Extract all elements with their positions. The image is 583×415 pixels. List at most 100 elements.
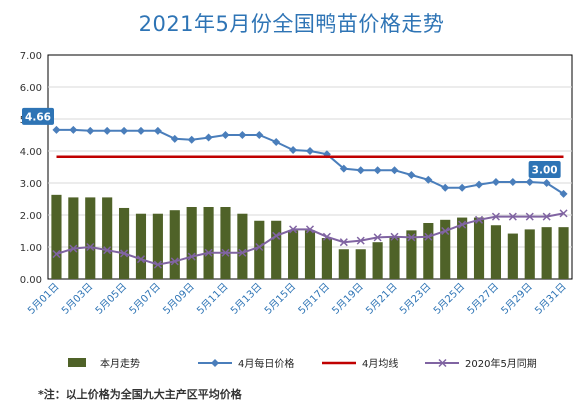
bar <box>304 230 316 279</box>
bar <box>118 207 130 279</box>
data-point <box>491 178 500 187</box>
data-point <box>221 131 230 139</box>
y-tick-label: 4.00 <box>20 147 42 158</box>
bar <box>507 233 518 279</box>
data-point <box>356 166 365 175</box>
data-point <box>69 125 78 134</box>
bar <box>440 219 451 279</box>
y-tick-label: 2.00 <box>20 211 42 222</box>
data-point <box>255 131 264 139</box>
bar <box>152 213 163 279</box>
data-point <box>339 238 348 247</box>
data-point <box>103 246 112 255</box>
bar <box>203 207 214 279</box>
data-point <box>475 180 484 189</box>
x-tick-label: 5月21日 <box>364 281 400 317</box>
bar <box>524 229 535 279</box>
y-tick-label: 7.00 <box>20 51 42 62</box>
data-point <box>306 147 314 155</box>
x-tick-label: 5月07日 <box>127 281 163 317</box>
x-tick-label: 5月29日 <box>499 281 535 317</box>
data-point <box>204 248 213 257</box>
bar <box>186 207 197 279</box>
data-point <box>458 220 467 229</box>
bar <box>355 249 366 279</box>
data-point <box>255 242 264 252</box>
data-point <box>559 189 568 198</box>
data-point <box>289 146 298 155</box>
bar <box>237 213 248 279</box>
data-point <box>407 171 416 179</box>
data-point <box>272 138 281 147</box>
data-point <box>187 135 196 144</box>
y-tick-label: 6.00 <box>20 83 42 94</box>
data-point <box>542 179 551 187</box>
data-point <box>69 244 78 253</box>
data-point <box>204 133 213 142</box>
data-point <box>86 126 95 135</box>
bar <box>473 217 485 279</box>
data-point <box>187 252 196 261</box>
data-point <box>356 236 365 245</box>
data-point <box>508 178 517 187</box>
x-tick-label: 5月17日 <box>296 281 332 317</box>
data-point <box>339 164 348 173</box>
x-tick-label: 5月27日 <box>465 281 501 317</box>
bar <box>423 223 434 279</box>
data-point <box>390 232 399 241</box>
x-tick-label: 5月03日 <box>59 281 95 317</box>
data-point <box>525 178 534 187</box>
legend-marker <box>211 359 219 367</box>
bar <box>271 220 282 279</box>
data-point <box>153 126 162 135</box>
data-point <box>458 183 467 192</box>
data-point <box>305 225 315 234</box>
value-callout-label: 4.66 <box>25 111 51 123</box>
bar <box>321 238 332 279</box>
x-tick-label: 5月05日 <box>93 281 129 317</box>
data-point <box>221 248 230 257</box>
bar <box>220 207 231 279</box>
bar <box>338 249 349 279</box>
data-point <box>289 225 298 234</box>
y-tick-label: 1.00 <box>20 243 42 254</box>
legend-label: 4月均线 <box>362 357 398 370</box>
data-point <box>103 126 112 135</box>
bar <box>254 220 265 279</box>
value-callout <box>528 161 561 178</box>
y-tick-label: 0.00 <box>20 275 42 286</box>
x-tick-label: 5月19日 <box>330 281 366 317</box>
x-tick-label: 5月13日 <box>228 281 264 317</box>
bar <box>135 213 147 279</box>
x-tick-label: 5月11日 <box>194 281 230 317</box>
bar <box>288 230 299 279</box>
data-point <box>491 212 500 221</box>
bar <box>102 197 113 279</box>
chart-title: 2021年5月份全国鸭苗价格走势 <box>138 12 445 36</box>
data-point <box>542 212 551 221</box>
x-tick-label: 5月09日 <box>161 281 197 317</box>
bar <box>541 227 552 279</box>
x-tick-label: 5月23日 <box>397 281 433 317</box>
data-point <box>238 131 247 139</box>
data-point <box>373 166 382 175</box>
data-point <box>390 166 399 175</box>
bar <box>372 242 383 279</box>
data-point <box>424 232 433 241</box>
data-point <box>322 232 331 241</box>
legend-swatch <box>68 358 86 367</box>
data-point <box>136 126 145 135</box>
bar <box>457 217 468 279</box>
value-callout-label: 3.00 <box>532 165 558 177</box>
data-point <box>272 231 281 240</box>
value-callout <box>22 107 54 125</box>
bar <box>389 236 400 279</box>
data-point <box>559 209 568 218</box>
bar <box>406 230 417 279</box>
x-tick-label: 5月31日 <box>533 281 569 317</box>
legend-label: 4月每日价格 <box>238 357 294 370</box>
data-point <box>441 226 450 236</box>
data-point <box>120 249 129 258</box>
